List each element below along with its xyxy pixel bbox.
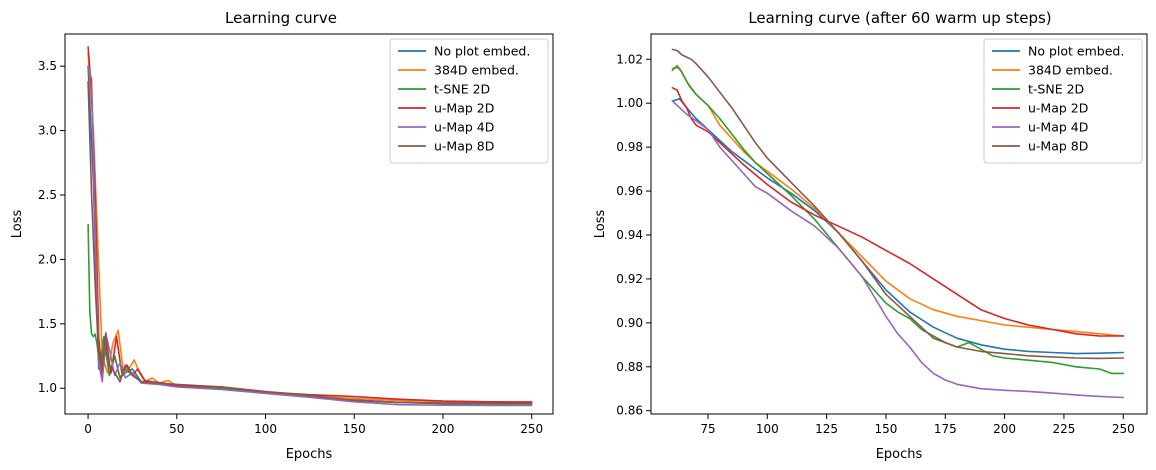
y-tick-label: 3.0 [38, 124, 57, 138]
legend-label: u-Map 8D [434, 139, 494, 154]
chart-learning-curve-after-warmup: Learning curve (after 60 warm up steps) … [593, 9, 1148, 462]
x-axis-label: Epochs [286, 447, 333, 462]
x-tick-label: 200 [993, 422, 1016, 436]
legend-label: u-Map 4D [434, 120, 494, 135]
legend-box [983, 38, 1143, 164]
legend-label: u-Map 4D [1028, 120, 1088, 135]
y-tick-label: 1.5 [38, 317, 57, 331]
legend-label: u-Map 2D [434, 101, 494, 116]
y-tick-label: 0.94 [616, 228, 643, 242]
legend-label: t-SNE 2D [434, 82, 490, 97]
legend-box [389, 38, 549, 164]
legend: No plot embed. 384D embed. t-SNE 2D u-Map 2… [983, 38, 1143, 164]
y-axis-label: Loss [593, 210, 608, 239]
legend: No plot embed. 384D embed. t-SNE 2D u-Map 2… [389, 38, 549, 164]
chart-title: Learning curve (after 60 warm up steps) [748, 9, 1051, 27]
plot-frame [64, 33, 554, 415]
series-line-t-sne-2d [671, 65, 1125, 375]
series-layer [671, 48, 1125, 399]
x-tick-label: 200 [432, 422, 455, 436]
y-tick-label: 1.02 [616, 52, 643, 66]
x-tick-label: 250 [520, 422, 543, 436]
legend-label: 384D embed. [1028, 63, 1113, 78]
series-layer [87, 46, 533, 407]
series-line-u-map-8d [87, 80, 533, 405]
x-tick-label: 75 [700, 422, 715, 436]
x-tick-label: 50 [169, 422, 184, 436]
x-tick-label: 250 [1112, 422, 1135, 436]
legend-label: 384D embed. [434, 63, 519, 78]
x-tick-label: 125 [815, 422, 838, 436]
y-tick-label: 3.5 [38, 59, 57, 73]
series-line-384d-embed [87, 52, 533, 403]
series-line-u-map-4d [671, 100, 1125, 399]
x-tick-label: 0 [84, 422, 92, 436]
series-line-u-map-8d [671, 48, 1125, 360]
y-tick-label: 0.90 [616, 316, 643, 330]
y-tick-label: 0.88 [616, 360, 643, 374]
legend-label: u-Map 8D [1028, 139, 1088, 154]
x-axis-label: Epochs [876, 447, 923, 462]
chart-title: Learning curve [225, 9, 337, 27]
x-tick-label: 150 [874, 422, 897, 436]
y-tick-label: 1.00 [616, 96, 643, 110]
y-tick-label: 0.92 [616, 272, 643, 286]
chart-learning-curve: Learning curve 0 50 100 150 200 250 1.0 1.5 2.0 2… [10, 9, 554, 462]
legend-label: No plot embed. [1028, 44, 1124, 59]
series-line-u-map-2d [87, 46, 533, 403]
tick-layer: 75 100 125 150 175 200 225 250 0.86 0.88 0.90 0.92 0… [616, 52, 1134, 436]
x-tick-label: 175 [934, 422, 957, 436]
y-tick-label: 2.5 [38, 188, 57, 202]
y-tick-label: 0.96 [616, 184, 643, 198]
x-tick-label: 150 [343, 422, 366, 436]
series-line-t-sne-2d [87, 223, 533, 405]
legend-label: t-SNE 2D [1028, 82, 1084, 97]
y-tick-label: 2.0 [38, 252, 57, 266]
tick-layer: 0 50 100 150 200 250 1.0 1.5 2.0 2.5 3.0 3.5 [38, 59, 543, 436]
x-tick-label: 100 [254, 422, 277, 436]
legend-label: u-Map 2D [1028, 101, 1088, 116]
y-tick-label: 0.86 [616, 404, 643, 418]
y-tick-label: 0.98 [616, 140, 643, 154]
plot-frame [650, 33, 1148, 415]
y-tick-label: 1.0 [38, 381, 57, 395]
legend-label: No plot embed. [434, 44, 530, 59]
y-axis-label: Loss [10, 210, 25, 239]
x-tick-label: 100 [756, 422, 779, 436]
x-tick-label: 225 [1052, 422, 1075, 436]
